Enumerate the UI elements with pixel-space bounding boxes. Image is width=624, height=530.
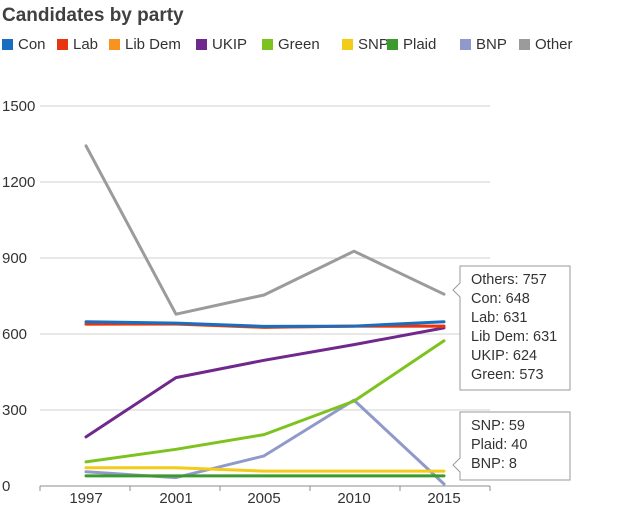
legend-label: Plaid [403, 36, 437, 53]
annotation-line: BNP: 8 [471, 456, 517, 472]
y-tick-label: 1200 [2, 174, 35, 191]
y-tick-label: 600 [2, 326, 27, 343]
legend-swatch [519, 39, 530, 50]
x-tick-label: 2010 [337, 490, 370, 507]
annotation-line: Con: 648 [471, 291, 530, 307]
legend-swatch [262, 39, 273, 50]
legend-swatch [460, 39, 471, 50]
legend-item-ukip: UKIP [196, 36, 247, 53]
legend-item-lib-dem: Lib Dem [109, 36, 181, 53]
series-line-snp [84, 466, 446, 473]
annotation-line: Lab: 631 [471, 310, 527, 326]
legend-item-other: Other [519, 36, 573, 53]
y-tick-label: 900 [2, 250, 27, 267]
x-tick-label: 1997 [69, 490, 102, 507]
x-tick-label: 2005 [247, 490, 280, 507]
legend-label: Other [535, 36, 573, 53]
legend-swatch [196, 39, 207, 50]
legend-label: Lab [73, 36, 99, 53]
legend-label: SNP [358, 36, 389, 53]
legend-label: BNP [476, 36, 507, 53]
series-line-green [84, 339, 446, 464]
legend-item-con: Con [2, 36, 46, 53]
y-tick-label: 300 [2, 402, 27, 419]
legend-label: Lib Dem [125, 36, 181, 53]
legend-item-bnp: BNP [460, 36, 507, 53]
annotation-line: Green: 573 [471, 367, 544, 383]
legend-swatch [57, 39, 68, 50]
annotation-box [452, 411, 571, 481]
annotation-box [452, 265, 571, 391]
legend-label: Con [18, 36, 46, 53]
legend-swatch [342, 39, 353, 50]
y-tick-label: 0 [2, 478, 10, 495]
x-tick-label: 2015 [427, 490, 460, 507]
y-tick-label: 1500 [2, 98, 35, 115]
annotation-line: SNP: 59 [471, 418, 525, 434]
legend-item-green: Green [262, 36, 320, 53]
series-line-ukip [84, 326, 446, 439]
legend-item-snp: SNP [342, 36, 389, 53]
legend-swatch [387, 39, 398, 50]
annotation-line: Plaid: 40 [471, 437, 527, 453]
legend-label: Green [278, 36, 320, 53]
annotation-line: Others: 757 [471, 272, 547, 288]
series-line-other [84, 144, 446, 316]
annotation-line: UKIP: 624 [471, 348, 537, 364]
legend-swatch [2, 39, 13, 50]
legend-item-lab: Lab [57, 36, 98, 53]
legend-swatch [109, 39, 120, 50]
legend-label: UKIP [212, 36, 248, 53]
annotation-line: Lib Dem: 631 [471, 329, 557, 345]
x-tick-label: 2001 [159, 490, 192, 507]
legend-item-plaid: Plaid [387, 36, 436, 53]
series-line-con [84, 320, 446, 328]
chart-title: Candidates by party [2, 5, 184, 26]
